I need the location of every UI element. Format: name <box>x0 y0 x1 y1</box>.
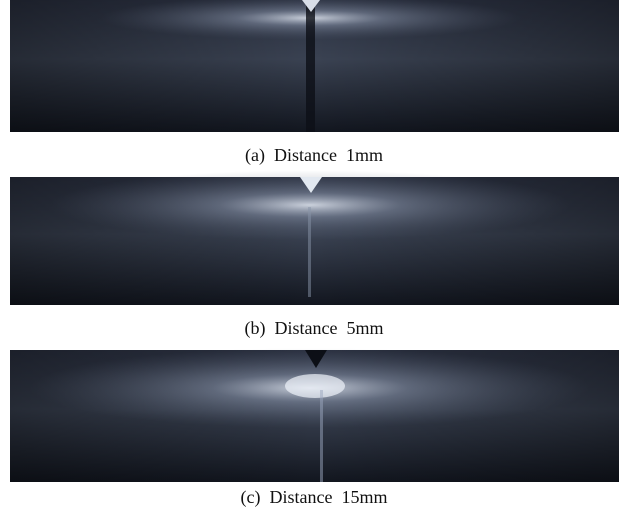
caption: (a) Distance 1mm <box>245 145 383 166</box>
photo <box>10 348 619 482</box>
caption: (c) Distance 15mm <box>241 487 388 508</box>
caption: (b) Distance 5mm <box>245 318 384 339</box>
page: (a) Distance 1mm (b) Distance 5mm (c) Di… <box>0 0 628 512</box>
figure: (a) Distance 1mm (b) Distance 5mm (c) Di… <box>0 0 628 512</box>
photo <box>10 170 619 305</box>
photo <box>10 0 619 132</box>
